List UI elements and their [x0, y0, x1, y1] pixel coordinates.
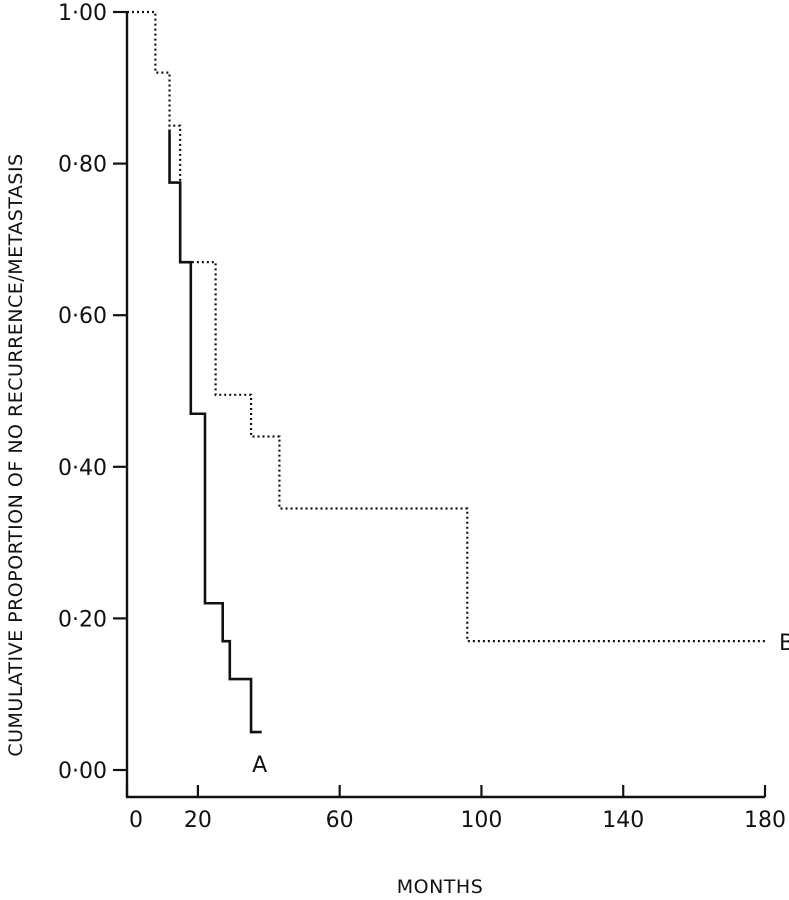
- series-label-a: A: [252, 753, 267, 778]
- series-label-b: B: [779, 631, 789, 656]
- x-tick-label: 100: [460, 808, 502, 833]
- x-tick-label: 140: [602, 808, 644, 833]
- y-axis-title: CUMULATIVE PROPORTION OF NO RECURRENCE/M…: [5, 153, 27, 756]
- y-ticks: 0·00 0·20 0·40 0·60 0·80 1·00: [58, 1, 127, 784]
- y-tick-label: 0·60: [58, 304, 107, 329]
- x-tick-label: 0: [129, 808, 143, 833]
- x-tick-label: 60: [326, 808, 354, 833]
- y-tick-label: 1·00: [58, 1, 107, 26]
- x-axis-title: MONTHS: [397, 876, 484, 898]
- x-tick-label: 180: [744, 808, 786, 833]
- series-line-a: [168, 129, 262, 734]
- axes: [125, 12, 765, 799]
- x-ticks: 0 20 60 100 140 180: [125, 785, 786, 833]
- y-tick-label: 0·80: [58, 153, 107, 178]
- x-tick-label: 20: [184, 808, 212, 833]
- series-layer: [127, 10, 765, 734]
- series-labels: AB: [252, 631, 789, 778]
- y-tick-label: 0·00: [58, 759, 107, 784]
- y-tick-label: 0·20: [58, 607, 107, 632]
- y-tick-label: 0·40: [58, 456, 107, 481]
- series-line-b: [127, 10, 765, 643]
